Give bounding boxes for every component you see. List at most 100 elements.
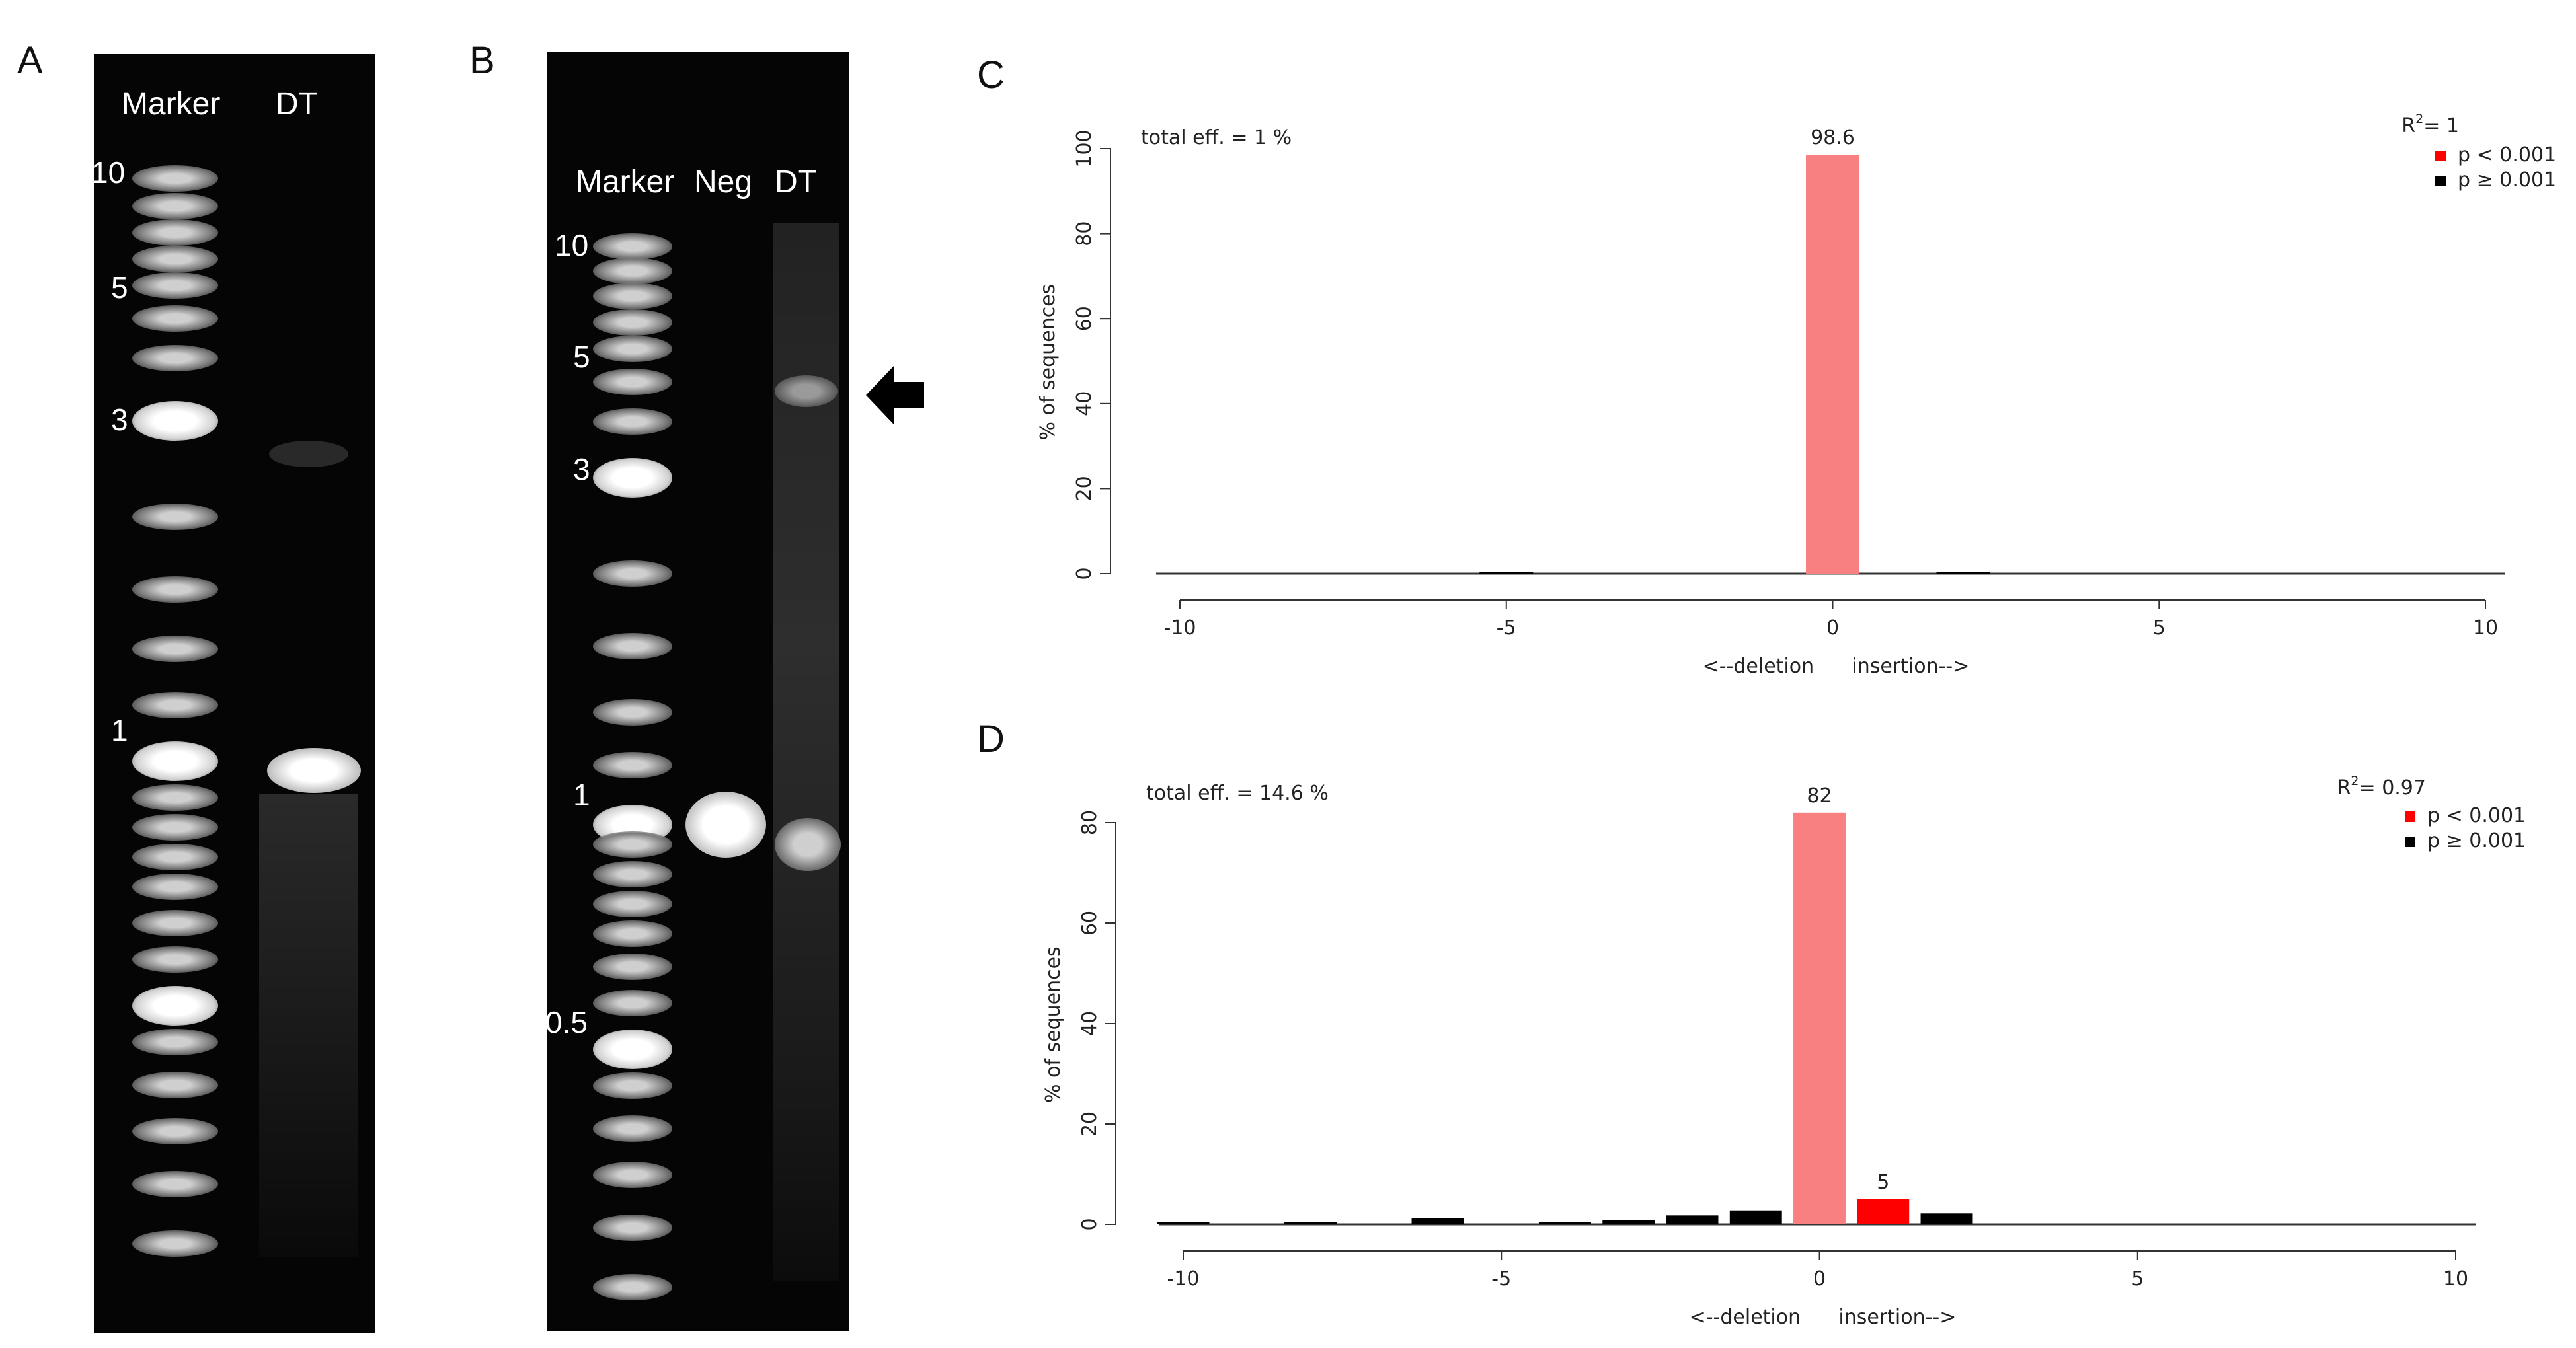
- ladder-band: [593, 633, 672, 659]
- svg-text:R2= 1: R2= 1: [2401, 112, 2459, 137]
- legend-label: p < 0.001: [2427, 804, 2526, 827]
- ladder-label-0-5: 0.5: [547, 1005, 588, 1039]
- ladder-band: [132, 946, 218, 973]
- legend-swatch: [2405, 837, 2415, 847]
- faint-band-a: [269, 441, 348, 467]
- bar: [1284, 1222, 1337, 1224]
- lane-label-dt: DT: [775, 165, 817, 200]
- chart-c: total eff. = 1 % % of sequences <--delet…: [1036, 112, 2556, 678]
- ladder-band: [132, 844, 218, 870]
- ladder-band: [593, 831, 672, 858]
- bar-value-label: 5: [1877, 1171, 1889, 1194]
- ladder-band: [593, 1115, 672, 1142]
- bar: [1157, 1222, 1210, 1224]
- legend-swatch: [2435, 176, 2446, 186]
- ladder-label-10: 10: [555, 228, 589, 262]
- y-tick-label: 80: [1073, 221, 1096, 246]
- ladder-label-5: 5: [111, 270, 128, 305]
- x-tick-label: 10: [2443, 1267, 2468, 1291]
- lane-label-neg: Neg: [694, 165, 753, 200]
- ladder-label-1: 1: [573, 778, 590, 812]
- y-tick-label: 60: [1073, 306, 1096, 331]
- ladder-band: [132, 576, 218, 603]
- annotation: total eff. = 14.6 %: [1146, 782, 1329, 805]
- x-tick-label: 5: [2153, 617, 2166, 640]
- y-tick-label: 20: [1073, 476, 1096, 501]
- r2-value: = 0.97: [2359, 776, 2426, 800]
- bar: [1411, 1218, 1464, 1224]
- x-axis-label: <--deletion insertion-->: [1690, 1306, 1957, 1329]
- ladder-band: [593, 336, 672, 362]
- ladder-band: [132, 305, 218, 332]
- neg-band-b: [685, 792, 766, 858]
- ladder-band: [593, 990, 672, 1016]
- ladder-band: [593, 408, 672, 435]
- bar: [1857, 1199, 1910, 1224]
- legend-swatch: [2405, 811, 2415, 822]
- panel-letter-a: A: [17, 39, 43, 82]
- bar: [1479, 572, 1534, 574]
- ladder-band: [593, 560, 672, 587]
- ladder-band: [593, 861, 672, 887]
- lane-label-marker: Marker: [122, 87, 221, 122]
- y-tick-label: 80: [1078, 810, 1101, 835]
- ladder-band: [132, 165, 218, 192]
- y-tick-label: 100: [1073, 130, 1096, 167]
- x-tick-label: 0: [1813, 1267, 1826, 1291]
- r2-label: R2= 1: [2401, 112, 2459, 137]
- bar-value-label: 98.6: [1811, 126, 1855, 149]
- dt-band-a: [267, 748, 361, 793]
- chart-d: total eff. = 14.6 % % of sequences <--de…: [1042, 774, 2526, 1329]
- legend-label: p < 0.001: [2458, 143, 2556, 167]
- ladder-band: [132, 814, 218, 841]
- ladder-band: [132, 874, 218, 900]
- annotation: total eff. = 1 %: [1141, 126, 1292, 149]
- x-tick-label: 0: [1826, 617, 1839, 640]
- ladder-band: [593, 699, 672, 726]
- ladder-band: [593, 369, 672, 395]
- bar: [1793, 812, 1846, 1224]
- y-tick-label: 60: [1078, 911, 1101, 936]
- ladder-label-3: 3: [111, 402, 128, 437]
- bar: [1920, 1213, 1973, 1224]
- y-tick-label: 0: [1078, 1218, 1101, 1230]
- dt-band-b: [775, 818, 841, 871]
- bar-value-label: 82: [1807, 784, 1832, 807]
- x-tick-label: -10: [1167, 1267, 1200, 1291]
- ladder-band: [593, 258, 672, 284]
- y-tick-label: 40: [1078, 1011, 1101, 1036]
- bar: [1602, 1220, 1655, 1224]
- r2-value: = 1: [2423, 114, 2459, 137]
- ladder-label-1: 1: [111, 713, 128, 747]
- svg-text:R2= 0.97: R2= 0.97: [2337, 774, 2426, 800]
- panel-letter-d: D: [977, 718, 1005, 761]
- ladder-band: [132, 1029, 218, 1055]
- ladder-band: [132, 1072, 218, 1098]
- ladder-band: [132, 504, 218, 530]
- ladder-band: [132, 692, 218, 718]
- ladder-band: [132, 910, 218, 936]
- ladder-band: [593, 233, 672, 260]
- ladder-band: [132, 272, 218, 299]
- x-tick-label: -5: [1491, 1267, 1511, 1291]
- legend-label: p ≥ 0.001: [2427, 829, 2526, 852]
- r2-label: R2= 0.97: [2337, 774, 2426, 800]
- ladder-label-3: 3: [573, 452, 590, 486]
- bar: [1666, 1215, 1719, 1224]
- ladder-band: [132, 219, 218, 246]
- ladder-band: [132, 345, 218, 371]
- ladder-label-5: 5: [573, 340, 590, 374]
- ladder-band: [132, 401, 218, 441]
- ladder-band: [593, 954, 672, 980]
- ladder-band: [132, 986, 218, 1026]
- panel-letter-b: B: [469, 39, 495, 82]
- r2-symbol: R: [2337, 776, 2351, 800]
- gel-image-b: Marker Neg DT 10 5 3 1 0.5: [547, 52, 849, 1331]
- legend-swatch: [2435, 151, 2446, 161]
- ladder-band: [132, 193, 218, 219]
- y-axis-label: % of sequences: [1036, 284, 1060, 441]
- ladder-label-10: 10: [94, 155, 126, 190]
- ladder-band: [593, 891, 672, 917]
- y-tick-label: 40: [1073, 391, 1096, 416]
